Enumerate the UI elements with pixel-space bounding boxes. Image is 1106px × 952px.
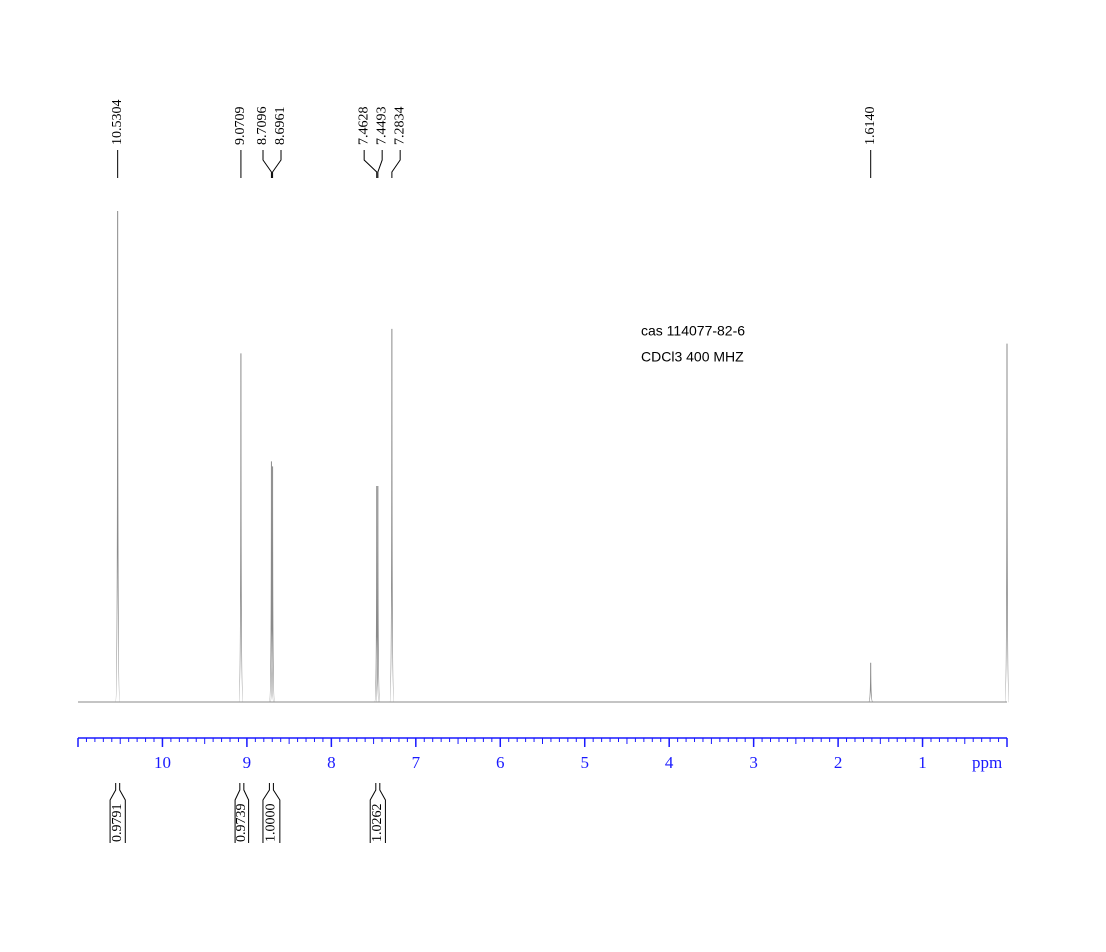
peak-connector (272, 150, 282, 178)
peak-label: 1.6140 (863, 107, 878, 146)
peak (1004, 343, 1010, 703)
peak-label: 8.6961 (273, 107, 288, 146)
integral-label: 0.9791 (110, 804, 125, 843)
x-axis-label: ppm (972, 753, 1002, 772)
integral-label: 1.0262 (370, 804, 385, 843)
peak-label: 7.4493 (374, 107, 389, 146)
x-tick-label: 4 (665, 753, 674, 772)
peak-connector (391, 150, 401, 178)
peak (115, 210, 121, 703)
peak (375, 485, 381, 703)
peak (374, 485, 380, 703)
annotation: CDCl3 400 MHZ (641, 349, 744, 365)
peak-label: 9.0709 (233, 107, 248, 146)
integral-bracket (234, 783, 250, 843)
integral-bracket (109, 783, 126, 843)
integral-label: 0.9739 (234, 804, 249, 843)
x-tick-label: 9 (243, 753, 252, 772)
x-tick-label: 7 (412, 753, 421, 772)
x-tick-label: 6 (496, 753, 505, 772)
integral-bracket (369, 783, 386, 843)
x-tick-label: 10 (154, 753, 171, 772)
peak (868, 662, 874, 703)
peak-label: 7.4628 (356, 107, 371, 146)
integral-label: 1.0000 (264, 804, 279, 843)
peak (238, 353, 244, 703)
x-tick-label: 8 (327, 753, 336, 772)
x-tick-label: 2 (834, 753, 843, 772)
x-tick-label: 1 (918, 753, 927, 772)
annotation: cas 114077-82-6 (641, 323, 745, 339)
peak (270, 466, 276, 703)
integral-bracket (262, 783, 281, 843)
peak-connector (377, 150, 383, 178)
peak-label: 8.7096 (255, 107, 270, 146)
peak (389, 328, 395, 703)
peak-connector (262, 150, 272, 178)
x-tick-label: 5 (580, 753, 589, 772)
x-tick-label: 3 (749, 753, 758, 772)
peak-label: 10.5304 (110, 100, 125, 146)
peak-label: 7.2834 (392, 107, 407, 146)
peak-connector (363, 150, 378, 178)
